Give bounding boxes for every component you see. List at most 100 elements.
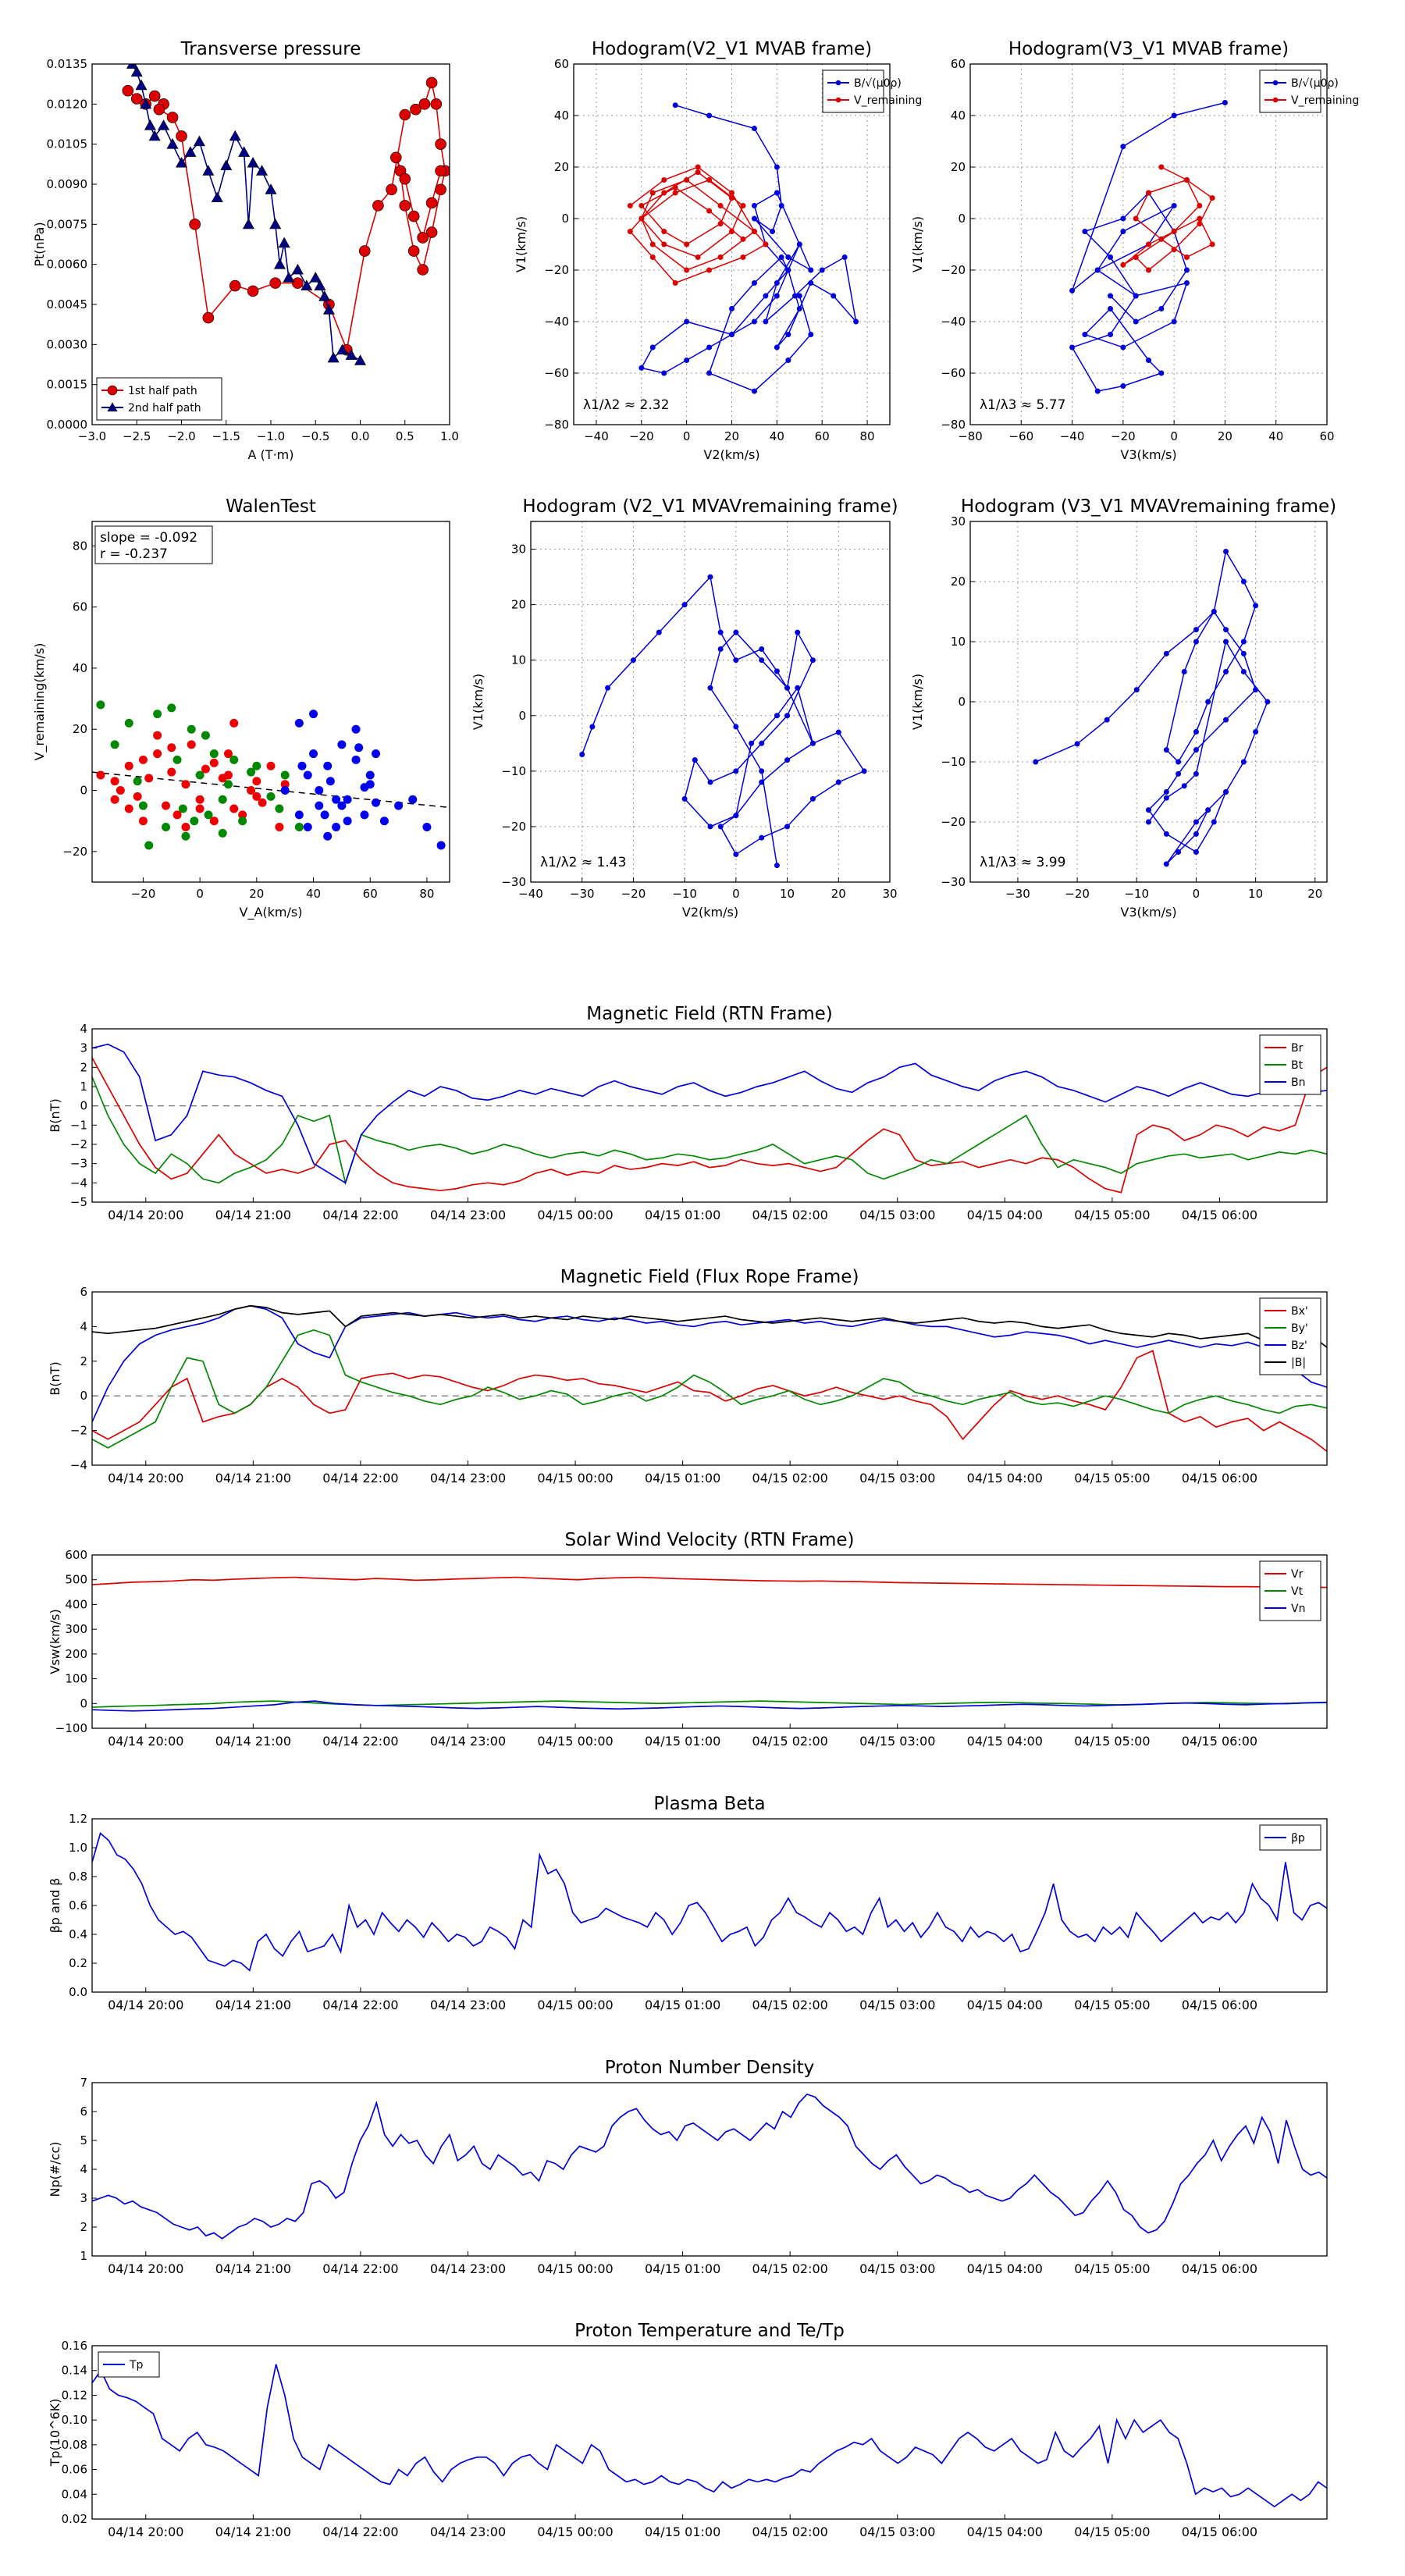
data-point [158,119,170,130]
stats-box [94,525,213,564]
time-tick-label: 04/14 20:00 [108,1998,183,2012]
x-tick-label: 40 [770,429,784,443]
data-point [1146,267,1152,273]
data-point [247,157,259,168]
data-point [784,757,791,763]
data-point [751,228,757,234]
y-tick-label: −40 [941,315,966,329]
data-point [1094,388,1101,394]
data-point [1211,819,1217,825]
y-tick-label: 0.0105 [47,137,88,151]
series-line-Tp [92,2364,1327,2508]
legend-box [96,377,222,421]
data-point [166,112,179,123]
x-tick-label: 0 [683,429,691,443]
y-tick-label: 0.10 [62,2413,87,2427]
data-point [386,183,397,196]
data-point [763,293,769,299]
y-tick-label: −2 [70,1137,87,1151]
data-point [759,779,765,785]
time-tick-label: 04/14 21:00 [215,1208,291,1222]
chart-proton-number-density: 1 2 3 4 5 6 7 04/14 20:00 04/14 21:00 04/14 22:00… [48,2058,1328,2276]
data-point [173,810,182,820]
plot-area [92,1043,1327,1194]
plot-area [1033,548,1271,867]
data-point [242,218,254,229]
data-point [717,254,724,260]
y-tick-label: 1.2 [69,1812,87,1826]
data-point [835,97,841,103]
data-point [229,755,239,764]
data-point [96,700,105,710]
data-point [1033,759,1039,765]
data-point [266,761,276,770]
y-tick-label: 0 [80,1389,87,1403]
data-point [252,761,261,770]
data-point [1240,650,1247,656]
plot-area [92,700,450,850]
y-tick-label: 500 [65,1573,87,1587]
data-point [153,103,165,116]
y-tick-label: −20 [941,815,966,829]
data-point [238,817,247,826]
time-tick-label: 04/15 03:00 [859,1734,935,1749]
legend-label: V_remaining [854,94,922,107]
time-tick-label: 04/14 23:00 [430,2524,506,2539]
y-tick-label: 2 [80,1354,87,1368]
data-point [425,197,438,209]
x-tick-label: 60 [1319,429,1334,443]
data-point [1094,267,1101,273]
time-tick-label: 04/14 21:00 [215,2524,291,2539]
data-point [706,177,713,183]
y-tick-label: 0.0120 [47,97,88,111]
data-point [656,629,662,635]
data-point [684,267,690,273]
data-point [223,770,233,780]
data-point [189,219,201,230]
data-point [763,241,769,247]
data-point [247,767,256,777]
data-point [343,795,352,804]
legend-label: Vt [1291,1585,1304,1598]
time-tick-label: 04/15 00:00 [537,1208,613,1222]
data-point [759,657,765,664]
x-tick-label: 60 [363,887,378,901]
data-point [809,657,816,664]
y-tick-label: −1 [70,1118,87,1132]
data-point [692,757,698,763]
y-tick-label: −60 [544,366,569,380]
plot-area [92,2093,1327,2240]
time-tick-label: 04/14 22:00 [322,1208,398,1222]
data-point [1120,262,1126,268]
data-point [1183,267,1190,273]
y-tick-label: −10 [501,764,526,778]
data-point [733,629,739,635]
x-tick-label: −30 [1005,887,1030,901]
data-point [759,646,765,652]
data-point [1272,80,1279,86]
time-tick-label: 04/15 05:00 [1074,1998,1150,2012]
plot-border [573,63,891,425]
data-point [1120,215,1126,222]
data-point [371,798,380,807]
data-point [399,109,411,121]
data-point [627,202,633,208]
data-point [707,779,713,785]
data-point [733,768,739,774]
data-point [144,841,154,850]
chart-plasma-beta: 0.0 0.2 0.4 0.6 0.8 1.0 1.2 04/14 20:00 04/14 21… [48,1794,1328,2012]
data-point [372,200,384,212]
data-point [1171,202,1177,208]
data-point [1193,747,1199,753]
y-tick-label: 600 [65,1548,87,1562]
x-tick-label: 10 [780,887,795,901]
data-point [291,263,304,275]
data-point [153,749,162,759]
data-point [728,228,735,234]
data-point [808,267,814,273]
data-point [314,279,326,290]
data-point [138,801,148,810]
chart-walen-test: −20 0 20 40 60 80 −20 0 20 40 60 80 WalenTest V_A(km/… [32,496,450,920]
y-tick-label: 4 [80,1319,87,1333]
chart-title: Transverse pressure [180,39,361,59]
